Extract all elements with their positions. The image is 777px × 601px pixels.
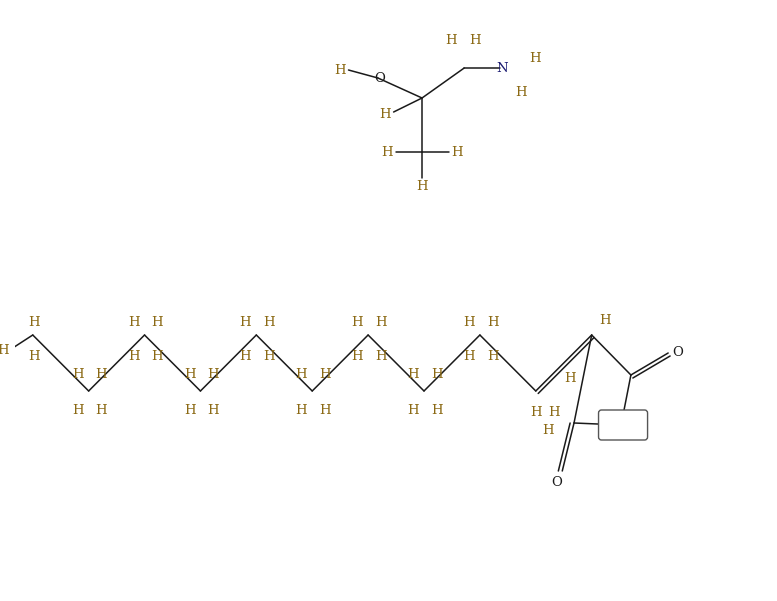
Text: H: H [263, 316, 275, 329]
Text: H: H [549, 406, 560, 419]
Text: H: H [72, 404, 84, 418]
Text: H: H [240, 350, 251, 364]
Text: H: H [431, 404, 443, 418]
Text: H: H [381, 145, 392, 159]
Text: H: H [128, 316, 140, 329]
Text: H: H [469, 34, 481, 47]
Text: H: H [379, 109, 391, 121]
Text: H: H [542, 424, 554, 438]
Text: O: O [375, 72, 385, 85]
Text: H: H [295, 368, 307, 382]
Text: H: H [529, 52, 541, 64]
Text: H: H [351, 350, 363, 364]
Text: H: H [0, 344, 9, 358]
Text: O: O [673, 346, 684, 359]
Text: Abs: Abs [611, 418, 635, 432]
Text: H: H [375, 316, 387, 329]
Text: H: H [407, 368, 419, 382]
Text: H: H [96, 404, 107, 418]
Text: H: H [407, 404, 419, 418]
Text: H: H [463, 316, 475, 329]
Text: N: N [497, 61, 508, 75]
Text: H: H [28, 316, 40, 329]
Text: H: H [319, 404, 331, 418]
Text: H: H [515, 87, 527, 100]
Text: H: H [600, 314, 611, 328]
Text: H: H [240, 316, 251, 329]
Text: H: H [152, 316, 163, 329]
FancyBboxPatch shape [598, 410, 647, 440]
Text: H: H [152, 350, 163, 364]
Text: H: H [334, 64, 346, 76]
Text: H: H [564, 371, 576, 385]
Text: H: H [487, 350, 499, 364]
Text: H: H [530, 406, 542, 419]
Text: H: H [351, 316, 363, 329]
Text: H: H [184, 404, 196, 418]
Text: H: H [375, 350, 387, 364]
Text: H: H [207, 404, 219, 418]
Text: H: H [28, 350, 40, 364]
Text: H: H [128, 350, 140, 364]
Text: H: H [431, 368, 443, 382]
Text: H: H [184, 368, 196, 382]
Text: H: H [207, 368, 219, 382]
Text: H: H [319, 368, 331, 382]
Text: H: H [416, 180, 428, 194]
Text: H: H [263, 350, 275, 364]
Text: H: H [446, 34, 458, 47]
Text: H: H [96, 368, 107, 382]
Text: H: H [451, 145, 463, 159]
Text: H: H [72, 368, 84, 382]
Text: H: H [295, 404, 307, 418]
Text: O: O [551, 477, 562, 489]
Text: H: H [487, 316, 499, 329]
Text: H: H [463, 350, 475, 364]
